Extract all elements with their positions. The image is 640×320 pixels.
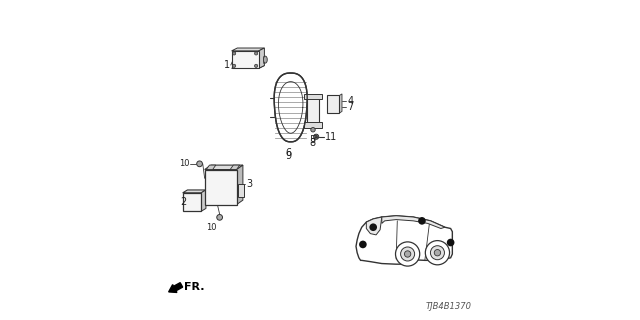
- Circle shape: [311, 127, 316, 132]
- Text: 10: 10: [179, 159, 189, 168]
- Polygon shape: [382, 216, 445, 228]
- Circle shape: [431, 246, 444, 260]
- Polygon shape: [305, 123, 321, 127]
- Circle shape: [196, 161, 202, 167]
- Text: 6: 6: [285, 148, 292, 157]
- Polygon shape: [237, 165, 243, 204]
- Text: 8: 8: [309, 138, 315, 148]
- Circle shape: [401, 247, 415, 261]
- Polygon shape: [238, 184, 244, 197]
- Polygon shape: [356, 216, 452, 264]
- FancyArrow shape: [169, 283, 182, 292]
- Circle shape: [369, 223, 377, 231]
- Text: 10: 10: [207, 223, 217, 232]
- Polygon shape: [307, 96, 319, 125]
- Polygon shape: [232, 48, 264, 51]
- Circle shape: [396, 242, 420, 266]
- Text: 4: 4: [347, 96, 353, 106]
- Circle shape: [232, 52, 236, 55]
- Circle shape: [359, 241, 367, 248]
- Polygon shape: [305, 94, 321, 99]
- Circle shape: [255, 64, 258, 68]
- Text: FR.: FR.: [184, 282, 204, 292]
- Circle shape: [426, 241, 449, 265]
- Text: 11: 11: [324, 132, 337, 142]
- Circle shape: [232, 64, 236, 68]
- Circle shape: [404, 251, 411, 257]
- Circle shape: [315, 135, 317, 138]
- Circle shape: [418, 217, 426, 225]
- Circle shape: [314, 134, 319, 139]
- Ellipse shape: [264, 56, 268, 63]
- Polygon shape: [339, 94, 342, 113]
- Polygon shape: [232, 66, 264, 68]
- Circle shape: [255, 52, 258, 55]
- Polygon shape: [182, 190, 206, 193]
- Polygon shape: [205, 165, 243, 170]
- Circle shape: [435, 250, 440, 256]
- Polygon shape: [232, 51, 259, 68]
- Polygon shape: [201, 190, 206, 211]
- Text: TJB4B1370: TJB4B1370: [426, 302, 471, 311]
- Polygon shape: [230, 165, 240, 170]
- Text: 2: 2: [180, 197, 187, 207]
- Polygon shape: [327, 95, 339, 113]
- Text: 9: 9: [285, 151, 292, 161]
- Text: 1: 1: [224, 60, 230, 70]
- Polygon shape: [205, 170, 237, 204]
- Polygon shape: [182, 193, 201, 211]
- Polygon shape: [259, 48, 264, 68]
- Text: 7: 7: [347, 102, 353, 112]
- Polygon shape: [366, 217, 382, 235]
- Text: 5: 5: [309, 134, 315, 145]
- Circle shape: [217, 214, 223, 220]
- Circle shape: [447, 239, 454, 246]
- Polygon shape: [206, 165, 216, 170]
- Polygon shape: [274, 73, 307, 142]
- Text: 3: 3: [246, 179, 252, 189]
